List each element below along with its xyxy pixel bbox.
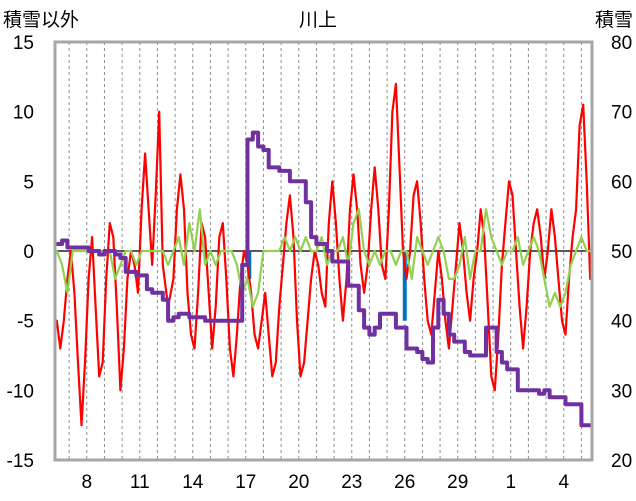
y-axis-left: 15 10 5 0 -5 -10 -15 xyxy=(7,33,34,472)
series-line-1 xyxy=(55,82,592,427)
y-axis-right-label: 積雪 xyxy=(595,9,633,31)
x-tick: 20 xyxy=(288,472,309,493)
y-tick-right: 70 xyxy=(611,103,632,124)
y-tick-left: 15 xyxy=(13,33,34,54)
x-tick: 29 xyxy=(447,472,468,493)
y-tick-left: 5 xyxy=(23,172,34,193)
y-tick-right: 30 xyxy=(611,381,632,402)
x-tick: 8 xyxy=(82,472,93,493)
x-tick: 11 xyxy=(130,472,150,493)
plot-frame xyxy=(53,40,594,462)
y-tick-right: 80 xyxy=(611,33,632,54)
series-line-2 xyxy=(55,208,592,308)
x-tick: 14 xyxy=(182,472,204,493)
y-tick-left: 0 xyxy=(23,242,34,263)
y-tick-left: -15 xyxy=(7,451,34,472)
y-tick-left: 10 xyxy=(13,103,34,124)
y-tick-right: 50 xyxy=(611,242,632,263)
series-line-3 xyxy=(54,130,593,428)
x-tick: 23 xyxy=(341,472,362,493)
y-tick-left: -5 xyxy=(17,312,34,333)
x-tick: 1 xyxy=(505,472,516,493)
x-tick: 4 xyxy=(558,472,569,493)
x-tick: 26 xyxy=(394,472,415,493)
x-axis: 8 11 14 17 20 23 26 29 1 4 xyxy=(82,472,570,493)
y-tick-right: 20 xyxy=(611,451,632,472)
y-axis-left-label: 積雪以外 xyxy=(3,9,79,31)
y-tick-left: -10 xyxy=(7,381,34,402)
x-tick: 17 xyxy=(235,472,256,493)
bar-mark xyxy=(402,251,407,321)
y-axis-right: 80 70 60 50 40 30 20 xyxy=(611,33,632,472)
y-tick-right: 40 xyxy=(611,312,632,333)
chart-title: 川上 xyxy=(299,9,337,31)
y-tick-right: 60 xyxy=(611,172,632,193)
grid xyxy=(68,42,582,460)
line-series xyxy=(54,82,593,428)
